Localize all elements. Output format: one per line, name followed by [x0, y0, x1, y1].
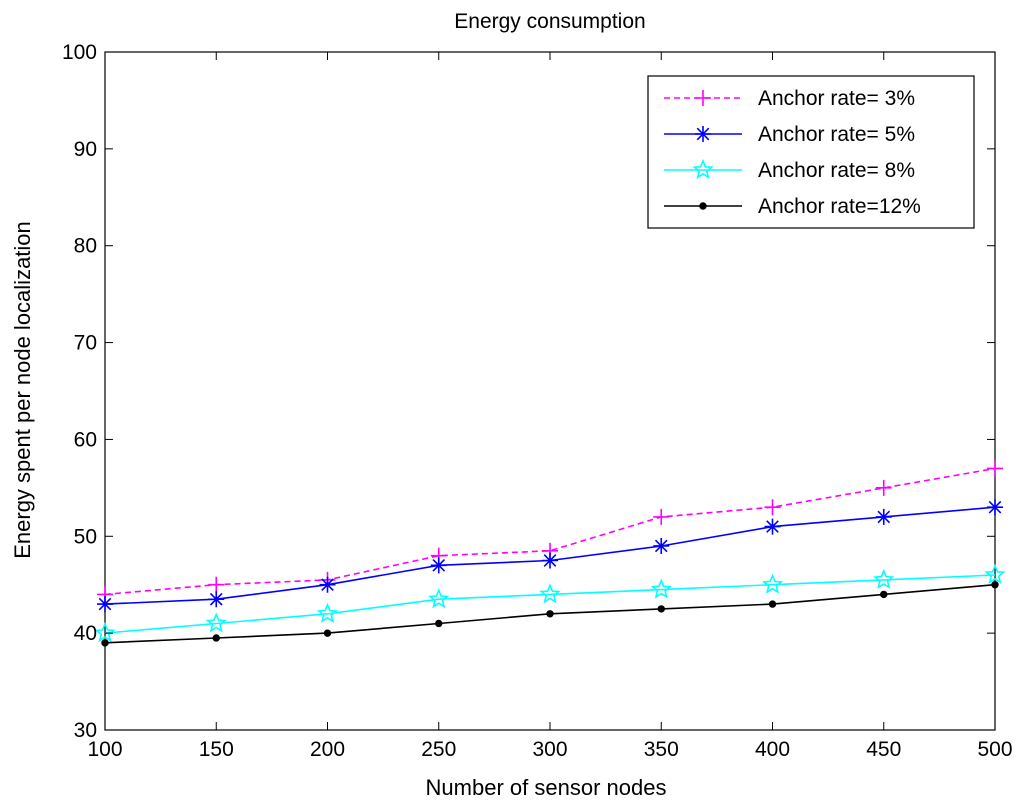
- series-4: [101, 581, 999, 647]
- x-tick-label: 350: [644, 738, 679, 761]
- data-point: [768, 600, 777, 608]
- legend-entry: Anchor rate= 3%: [664, 87, 915, 110]
- data-point: [873, 568, 895, 589]
- series-line: [104, 467, 996, 596]
- y-tick-label: 60: [74, 428, 97, 451]
- data-point: [97, 596, 113, 613]
- legend-marker: [692, 158, 714, 180]
- x-tick-label: 500: [977, 738, 1012, 761]
- y-tick-label: 100: [62, 41, 97, 64]
- data-point: [205, 612, 227, 633]
- y-tick-label: 30: [74, 719, 97, 742]
- data-point: [880, 590, 888, 599]
- y-tick-label: 80: [74, 235, 97, 258]
- legend-entry: Anchor rate= 8%: [664, 158, 915, 182]
- series-layer: [94, 460, 1006, 647]
- legend-label: Anchor rate=12%: [758, 195, 921, 218]
- data-point: [428, 588, 450, 609]
- x-tick-label: 400: [755, 738, 790, 761]
- data-point: [430, 557, 447, 574]
- data-point: [539, 583, 561, 604]
- series-2: [97, 499, 1003, 613]
- data-point: [653, 537, 670, 554]
- legend-marker: [699, 202, 707, 210]
- data-point: [319, 576, 336, 593]
- x-tick-label: 250: [421, 738, 456, 761]
- data-point: [94, 622, 116, 643]
- x-tick-label: 150: [199, 738, 234, 761]
- data-point: [764, 518, 781, 535]
- x-tick-label: 300: [532, 738, 567, 761]
- data-point: [435, 619, 443, 628]
- legend-entry: Anchor rate=12%: [664, 195, 921, 218]
- data-point: [650, 578, 672, 599]
- x-tick-label: 450: [866, 738, 901, 761]
- y-axis-title: Energy spent per node localization: [10, 221, 35, 559]
- chart-title: Energy consumption: [454, 10, 645, 33]
- data-point: [546, 610, 554, 618]
- data-point: [212, 634, 220, 642]
- y-tick-label: 70: [74, 332, 97, 355]
- data-point: [764, 499, 781, 516]
- data-point: [542, 552, 558, 569]
- legend-label: Anchor rate= 3%: [758, 87, 915, 110]
- data-point: [991, 581, 999, 589]
- data-point: [984, 563, 1006, 585]
- legend-marker: [695, 90, 711, 106]
- data-point: [208, 576, 225, 593]
- y-tick-label: 50: [74, 525, 97, 548]
- x-axis-title: Number of sensor nodes: [426, 775, 667, 800]
- legend-label: Anchor rate= 5%: [758, 123, 915, 146]
- legend: Anchor rate= 3% Anchor rate= 5% Anchor rat…: [647, 75, 975, 229]
- data-point: [208, 591, 225, 608]
- data-point: [875, 479, 892, 496]
- y-tick-label: 40: [74, 622, 97, 645]
- legend-marker: [695, 126, 711, 142]
- x-tick-label: 100: [87, 738, 122, 761]
- data-point: [987, 460, 1003, 477]
- data-point: [657, 605, 665, 613]
- x-tick-label: 200: [310, 738, 345, 761]
- data-point: [653, 508, 670, 525]
- data-point: [761, 573, 784, 594]
- data-point: [323, 629, 332, 637]
- legend-label: Anchor rate= 8%: [758, 159, 915, 182]
- data-point: [875, 508, 892, 525]
- data-point: [101, 639, 109, 647]
- series-3: [94, 563, 1006, 643]
- y-tick-label: 90: [74, 138, 97, 161]
- ticks-layer: 100 150 200 250 300 350 400 450 500 30 40 50 60 70 80 9…: [62, 41, 1013, 761]
- series-line: [104, 574, 996, 634]
- legend-entry: Anchor rate= 5%: [664, 123, 915, 146]
- data-point: [316, 602, 339, 623]
- data-point: [987, 499, 1003, 516]
